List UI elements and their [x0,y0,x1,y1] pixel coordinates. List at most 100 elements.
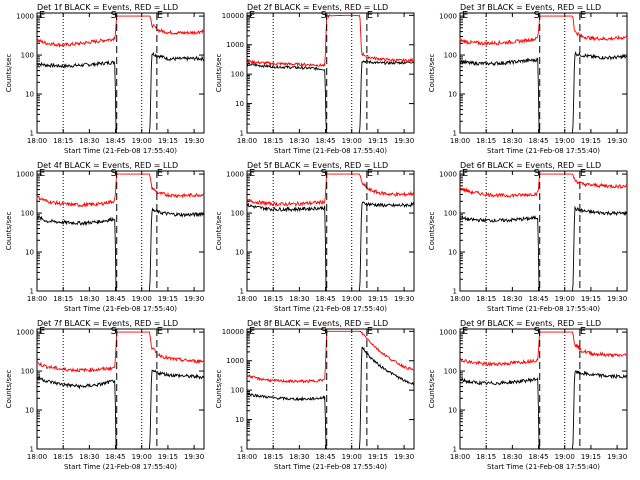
y-tick-label: 10000 [222,328,244,336]
y-axis-label: Counts/sec [215,54,223,93]
x-tick-label: 18:30 [502,137,522,145]
x-tick-label: 19:15 [158,453,178,461]
y-tick-label: 1000 [439,13,457,21]
chart-panel-4: Det 4f BLACK = Events, RED = LLD 1 10 100 10… [5,161,205,313]
x-tick-label: 18:00 [450,453,470,461]
x-tick-label: 18:00 [27,295,47,303]
chart-title: Det 7f BLACK = Events, RED = LLD [37,319,178,328]
x-tick-label: 18:45 [105,295,125,303]
x-tick-label: 18:45 [105,453,125,461]
x-tick-label: 18:15 [476,295,496,303]
chart-title: Det 6f BLACK = Events, RED = LLD [460,161,601,170]
chart-title: Det 9f BLACK = Events, RED = LLD [460,319,601,328]
y-tick-label: 10 [448,91,457,99]
x-tick-label: 19:15 [368,295,388,303]
chart-panel-9: Det 9f BLACK = Events, RED = LLD 1 10 100 10… [428,319,628,471]
y-tick-label: 10 [25,249,34,257]
start-marker: S [321,10,327,21]
chart-panel-7: Det 7f BLACK = Events, RED = LLD 1 10 100 10… [5,319,205,471]
x-tick-label: 18:15 [53,137,73,145]
plot-frame [36,328,205,450]
x-tick-label: 18:00 [237,453,257,461]
x-tick-label: 18:30 [289,137,309,145]
x-tick-label: 19:00 [132,137,152,145]
x-tick-label: 19:00 [342,295,362,303]
x-axis-label: Start Time (21-Feb-08 17:55:40) [487,463,600,471]
y-tick-label: 10 [448,407,457,415]
x-tick-label: 18:45 [315,137,335,145]
end-marker: E [249,10,255,21]
x-tick-label: 19:30 [607,137,627,145]
y-axis-label: Counts/sec [215,370,223,409]
x-tick-label: 19:15 [368,453,388,461]
x-tick-label: 19:00 [555,295,575,303]
chart-title: Det 3f BLACK = Events, RED = LLD [460,3,601,12]
x-axis-label: Start Time (21-Feb-08 17:55:40) [274,305,387,313]
x-axis-label: Start Time (21-Feb-08 17:55:40) [487,147,600,155]
y-axis-label: Counts/sec [5,370,13,409]
x-tick-label: 19:15 [581,295,601,303]
x-tick-label: 18:15 [263,453,283,461]
plot-frame [246,170,415,292]
y-tick-label: 1000 [226,357,244,365]
x-tick-label: 18:15 [263,137,283,145]
x-tick-label: 19:00 [555,453,575,461]
series-line-events [246,201,415,292]
end-marker: E [367,326,373,337]
y-tick-label: 1 [240,288,244,296]
end-marker: E [580,10,586,21]
x-tick-label: 18:45 [528,295,548,303]
y-tick-label: 1 [30,446,34,454]
y-tick-label: 1000 [439,171,457,179]
x-tick-label: 19:30 [184,137,204,145]
y-tick-label: 10000 [222,12,244,20]
x-axis-label: Start Time (21-Feb-08 17:55:40) [64,147,177,155]
end-marker: E [367,168,373,179]
plot-frame [459,12,628,134]
x-tick-label: 18:00 [450,137,470,145]
x-tick-label: 19:15 [158,295,178,303]
y-axis-label: Counts/sec [5,212,13,251]
series-line-lld [459,331,628,367]
y-tick-label: 1 [453,130,457,138]
x-tick-label: 19:30 [394,453,414,461]
x-tick-label: 18:00 [237,295,257,303]
chart-panel-8: Det 8f BLACK = Events, RED = LLD 1 10 100 10… [215,319,415,471]
x-tick-label: 18:30 [502,453,522,461]
end-marker: E [157,10,163,21]
x-tick-label: 19:30 [184,295,204,303]
plot-frame [459,328,628,450]
y-tick-label: 1 [453,288,457,296]
chart-panel-2: Det 2f BLACK = Events, RED = LLD 1 10 100 10… [215,3,415,155]
series-line-events [459,50,628,134]
x-tick-label: 18:45 [528,453,548,461]
y-axis-label: Counts/sec [428,370,436,409]
y-tick-label: 100 [444,368,457,376]
chart-title: Det 5f BLACK = Events, RED = LLD [247,161,388,170]
x-tick-label: 19:30 [394,137,414,145]
chart-panel-1: Det 1f BLACK = Events, RED = LLD 1 10 100 10… [5,3,205,155]
series-line-lld [459,173,628,199]
end-marker: E [157,168,163,179]
y-tick-label: 1000 [16,13,34,21]
x-tick-label: 18:30 [289,453,309,461]
x-tick-label: 19:00 [132,453,152,461]
x-tick-label: 18:15 [53,453,73,461]
end-marker: E [462,168,468,179]
y-tick-label: 10 [235,100,244,108]
x-tick-label: 19:30 [607,295,627,303]
series-line-lld [246,330,415,384]
y-tick-label: 1 [30,130,34,138]
series-line-events [246,346,415,450]
y-tick-label: 1000 [226,41,244,49]
series-line-events [36,207,205,292]
y-tick-label: 100 [231,210,244,218]
start-marker: S [534,168,540,179]
x-tick-label: 18:45 [315,453,335,461]
x-tick-label: 18:30 [79,453,99,461]
series-line-lld [459,15,628,47]
x-tick-label: 19:15 [581,137,601,145]
x-tick-label: 18:15 [476,137,496,145]
x-tick-label: 18:00 [27,453,47,461]
series-line-lld [36,15,205,49]
